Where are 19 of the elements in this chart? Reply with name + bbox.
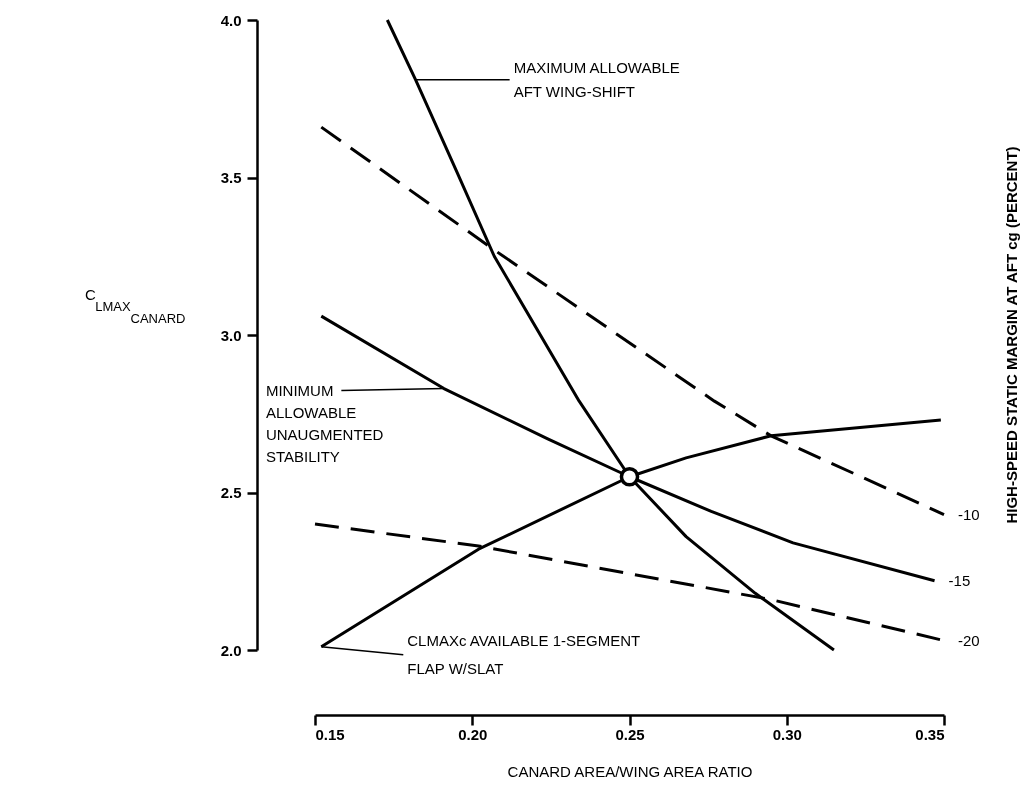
x-tick-label: 0.15	[315, 725, 345, 743]
annotation: -10	[958, 505, 980, 523]
y2-axis-title: HIGH-SPEED STATIC MARGIN AT AFT cg (PERCENT)	[1003, 146, 1020, 524]
y-tick-label: 3.5	[220, 169, 242, 186]
x-tick-label: 0.35	[915, 725, 945, 743]
y-tick-label: 2.0	[220, 641, 242, 659]
y-tick-label: 4.0	[220, 11, 242, 29]
x-tick-label: 0.30	[772, 725, 802, 743]
annotation: MAXIMUM ALLOWABLE AFT WING-SHIFT	[513, 58, 680, 100]
x-tick-label: 0.25	[615, 725, 645, 743]
x-axis-title: CANARD AREA/WING AREA RATIO	[507, 762, 753, 780]
annotation: -15	[948, 571, 971, 589]
annotation: MINIMUM ALLOWABLE UNAUGMENTED STABILITY	[265, 381, 384, 465]
y-axis-title: CLMAXCANARD	[85, 286, 186, 326]
x-tick-label: 0.20	[458, 725, 488, 743]
y-tick-label: 2.5	[220, 484, 242, 501]
annotation: CLMAXc AVAILABLE 1-SEGMENT FLAP W/SLAT	[407, 631, 641, 677]
y-tick-label: 3.0	[220, 326, 242, 344]
annotation: -20	[958, 631, 980, 649]
